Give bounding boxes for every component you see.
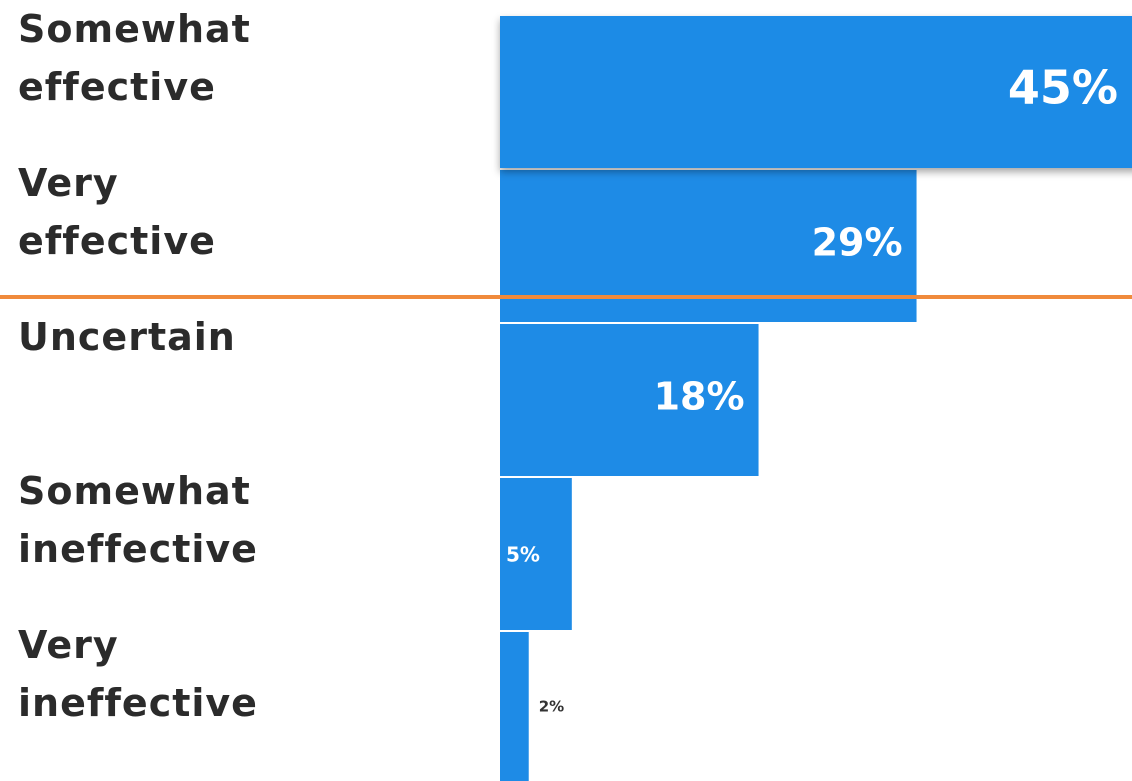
bar bbox=[500, 632, 529, 781]
value-label: 18% bbox=[654, 375, 745, 419]
bar bbox=[500, 16, 1132, 168]
category-label: Very effective bbox=[18, 161, 216, 263]
category-label: Somewhat effective bbox=[18, 7, 251, 109]
bar bbox=[500, 478, 572, 630]
category-label: Very ineffective bbox=[18, 623, 258, 725]
bar bbox=[500, 324, 759, 476]
value-label: 29% bbox=[812, 221, 903, 265]
category-label: Somewhat ineffective bbox=[18, 469, 258, 571]
value-label: 45% bbox=[1008, 61, 1118, 115]
category-label: Uncertain bbox=[18, 315, 236, 359]
value-label: 2% bbox=[539, 698, 564, 716]
value-label: 5% bbox=[506, 543, 540, 567]
